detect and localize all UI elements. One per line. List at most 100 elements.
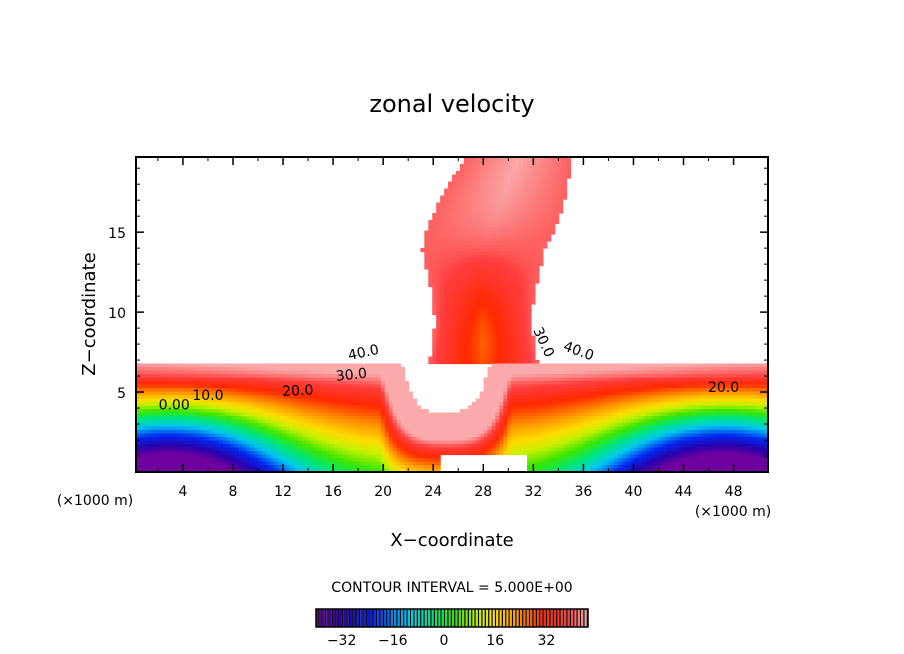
field-cell (167, 423, 173, 428)
field-cell (471, 430, 477, 435)
field-cell (365, 381, 370, 386)
field-cell (554, 374, 560, 379)
field-cell (282, 388, 287, 393)
field-cell (396, 405, 402, 410)
field-cell (448, 269, 453, 274)
field-cell (365, 391, 370, 396)
field-cell (290, 391, 295, 396)
field-cell (337, 412, 342, 417)
field-cell (337, 444, 342, 449)
field-cell (222, 416, 228, 421)
field-cell (199, 437, 204, 442)
field-cell (475, 300, 481, 305)
field-cell (511, 318, 516, 323)
field-cell (499, 241, 504, 246)
field-cell (542, 171, 548, 176)
field-cell (570, 454, 576, 459)
field-cell (179, 440, 184, 445)
field-cell (475, 423, 481, 428)
field-cell (392, 458, 398, 463)
field-cell (155, 426, 161, 431)
field-cell (578, 398, 583, 403)
field-cell (586, 426, 591, 431)
field-cell (590, 419, 595, 424)
field-cell (301, 409, 307, 414)
field-cell (369, 437, 374, 442)
field-cell (487, 227, 493, 232)
field-cell (305, 451, 311, 456)
field-cell (483, 220, 489, 225)
field-cell (542, 412, 548, 417)
field-cell (400, 398, 406, 403)
field-cell (436, 458, 441, 463)
field-cell (523, 426, 528, 431)
field-cell (503, 409, 508, 414)
field-cell (404, 391, 410, 396)
field-cell (290, 468, 295, 473)
field-cell (392, 381, 398, 386)
field-cell (542, 213, 548, 218)
field-cell (404, 430, 410, 435)
field-cell (167, 363, 173, 368)
field-cell (254, 398, 260, 403)
field-cell (191, 458, 196, 463)
field-cell (171, 447, 177, 452)
field-cell (357, 381, 362, 386)
field-cell (432, 342, 437, 347)
field-cell (523, 248, 528, 253)
field-cell (191, 423, 196, 428)
field-cell (507, 412, 512, 417)
field-cell (305, 377, 311, 382)
field-cell (207, 363, 212, 368)
field-cell (139, 433, 145, 438)
field-cell (515, 356, 520, 361)
field-cell (511, 332, 516, 337)
field-cell (452, 195, 457, 200)
field-cell (432, 286, 437, 291)
field-cell (527, 272, 532, 277)
field-cell (523, 192, 528, 197)
field-cell (598, 391, 603, 396)
field-cell (590, 451, 595, 456)
field-cell (345, 388, 350, 393)
field-cell (523, 171, 528, 176)
field-cell (515, 297, 520, 302)
field-cell (515, 405, 520, 410)
field-cell (278, 402, 283, 407)
field-cell (341, 391, 346, 396)
field-cell (400, 451, 406, 456)
field-cell (436, 304, 441, 309)
field-cell (499, 223, 504, 228)
field-cell (467, 405, 473, 410)
field-cell (234, 468, 240, 473)
field-cell (230, 363, 236, 368)
field-cell (586, 381, 591, 386)
field-cell (444, 269, 449, 274)
field-cell (463, 430, 469, 435)
field-cell (499, 297, 504, 302)
field-cell (523, 188, 528, 193)
field-cell (384, 402, 390, 407)
field-cell (594, 426, 599, 431)
field-cell (254, 447, 260, 452)
field-cell (226, 370, 232, 375)
field-cell (412, 444, 418, 449)
field-cell (542, 167, 548, 172)
field-cell (341, 416, 346, 421)
field-cell (325, 412, 331, 417)
field-cell (341, 367, 346, 372)
field-cell (187, 412, 192, 417)
field-cell (171, 384, 177, 389)
field-cell (171, 377, 177, 382)
field-cell (578, 433, 583, 438)
field-cell (515, 353, 520, 358)
field-cell (448, 332, 453, 337)
field-cell (436, 412, 441, 417)
field-cell (507, 409, 512, 414)
field-cell (534, 174, 540, 179)
field-cell (373, 381, 378, 386)
field-cell (428, 241, 433, 246)
field-cell (388, 423, 394, 428)
field-cell (467, 290, 473, 295)
field-cell (594, 437, 599, 442)
